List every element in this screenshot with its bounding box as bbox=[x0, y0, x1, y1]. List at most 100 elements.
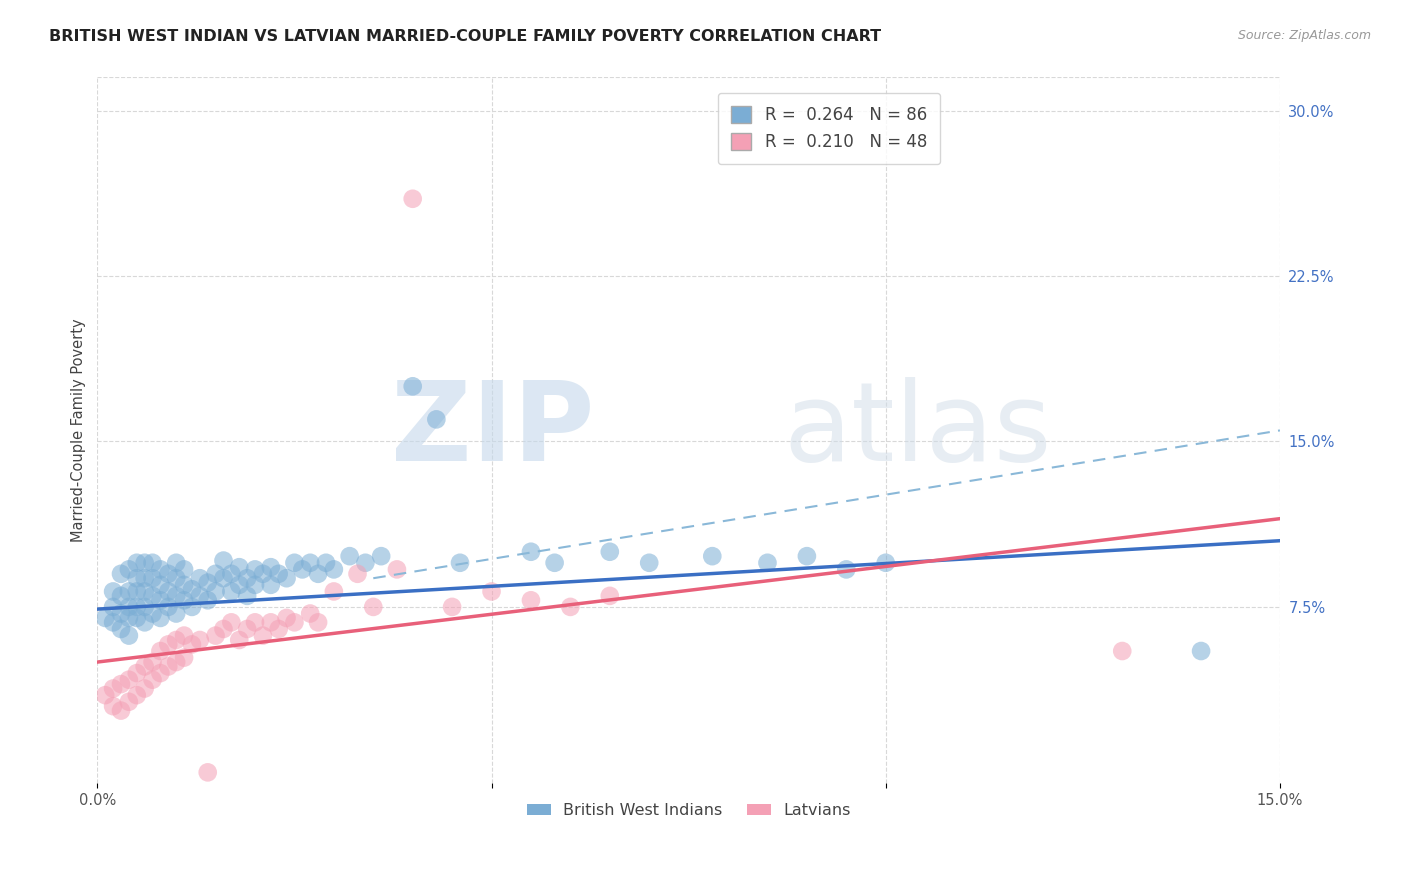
Point bbox=[204, 584, 226, 599]
Point bbox=[354, 556, 377, 570]
Y-axis label: Married-Couple Family Poverty: Married-Couple Family Poverty bbox=[72, 318, 86, 542]
Point bbox=[307, 566, 329, 581]
Point bbox=[599, 589, 621, 603]
Point bbox=[149, 593, 172, 607]
Point bbox=[370, 549, 392, 563]
Point bbox=[260, 615, 283, 630]
Point bbox=[101, 681, 124, 696]
Point bbox=[228, 560, 250, 574]
Point bbox=[276, 571, 298, 585]
Point bbox=[520, 545, 543, 559]
Point bbox=[101, 599, 124, 614]
Point bbox=[110, 589, 132, 603]
Point bbox=[307, 615, 329, 630]
Point bbox=[165, 632, 187, 647]
Point bbox=[361, 599, 384, 614]
Point bbox=[197, 575, 219, 590]
Point bbox=[118, 629, 141, 643]
Point bbox=[339, 549, 361, 563]
Text: BRITISH WEST INDIAN VS LATVIAN MARRIED-COUPLE FAMILY POVERTY CORRELATION CHART: BRITISH WEST INDIAN VS LATVIAN MARRIED-C… bbox=[49, 29, 882, 44]
Point bbox=[212, 553, 235, 567]
Point bbox=[267, 566, 290, 581]
Point bbox=[188, 632, 211, 647]
Point bbox=[181, 637, 204, 651]
Point bbox=[141, 556, 163, 570]
Point bbox=[134, 556, 156, 570]
Point bbox=[599, 545, 621, 559]
Point bbox=[110, 704, 132, 718]
Point bbox=[197, 593, 219, 607]
Point bbox=[299, 607, 322, 621]
Point bbox=[165, 571, 187, 585]
Point bbox=[118, 673, 141, 687]
Point bbox=[188, 571, 211, 585]
Point bbox=[101, 615, 124, 630]
Point bbox=[702, 549, 724, 563]
Point bbox=[149, 644, 172, 658]
Point bbox=[165, 655, 187, 669]
Point bbox=[141, 673, 163, 687]
Point bbox=[149, 666, 172, 681]
Point bbox=[346, 566, 368, 581]
Point bbox=[101, 584, 124, 599]
Point bbox=[165, 556, 187, 570]
Point bbox=[134, 571, 156, 585]
Text: ZIP: ZIP bbox=[391, 377, 593, 484]
Point bbox=[260, 578, 283, 592]
Point bbox=[441, 599, 464, 614]
Point bbox=[134, 615, 156, 630]
Point bbox=[243, 615, 266, 630]
Point bbox=[243, 578, 266, 592]
Point bbox=[141, 589, 163, 603]
Point bbox=[134, 599, 156, 614]
Point bbox=[236, 571, 259, 585]
Point bbox=[1111, 644, 1133, 658]
Point bbox=[228, 632, 250, 647]
Point bbox=[94, 688, 117, 702]
Point bbox=[125, 611, 148, 625]
Text: Source: ZipAtlas.com: Source: ZipAtlas.com bbox=[1237, 29, 1371, 42]
Point bbox=[165, 607, 187, 621]
Point bbox=[252, 629, 274, 643]
Point bbox=[125, 666, 148, 681]
Point bbox=[149, 562, 172, 576]
Point bbox=[141, 607, 163, 621]
Point bbox=[221, 615, 243, 630]
Point bbox=[94, 611, 117, 625]
Point bbox=[118, 695, 141, 709]
Point bbox=[291, 562, 314, 576]
Point bbox=[110, 677, 132, 691]
Point bbox=[110, 622, 132, 636]
Point bbox=[157, 584, 180, 599]
Point bbox=[236, 589, 259, 603]
Point bbox=[267, 622, 290, 636]
Point bbox=[756, 556, 779, 570]
Point bbox=[118, 611, 141, 625]
Point bbox=[125, 571, 148, 585]
Point bbox=[322, 584, 344, 599]
Point bbox=[173, 593, 195, 607]
Point bbox=[315, 556, 337, 570]
Point bbox=[110, 607, 132, 621]
Point bbox=[118, 599, 141, 614]
Point bbox=[125, 556, 148, 570]
Point bbox=[173, 578, 195, 592]
Point bbox=[283, 615, 305, 630]
Point bbox=[385, 562, 408, 576]
Point bbox=[181, 599, 204, 614]
Text: atlas: atlas bbox=[783, 377, 1052, 484]
Point bbox=[1189, 644, 1212, 658]
Point bbox=[425, 412, 447, 426]
Point bbox=[638, 556, 661, 570]
Point bbox=[212, 571, 235, 585]
Point bbox=[134, 584, 156, 599]
Point bbox=[543, 556, 565, 570]
Point bbox=[157, 659, 180, 673]
Point bbox=[204, 566, 226, 581]
Point bbox=[101, 699, 124, 714]
Point bbox=[141, 571, 163, 585]
Point bbox=[402, 192, 425, 206]
Point bbox=[322, 562, 344, 576]
Point bbox=[875, 556, 897, 570]
Point bbox=[221, 584, 243, 599]
